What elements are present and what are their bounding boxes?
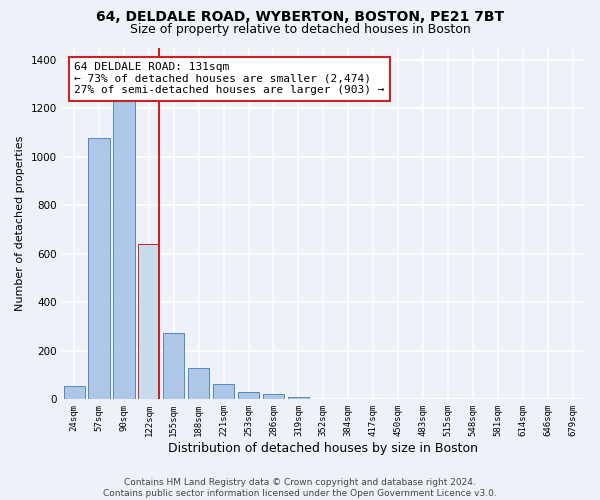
Bar [313, 398, 334, 400]
Text: 64, DELDALE ROAD, WYBERTON, BOSTON, PE21 7BT: 64, DELDALE ROAD, WYBERTON, BOSTON, PE21… [96, 10, 504, 24]
Bar [163, 332, 184, 400]
Text: 64 DELDALE ROAD: 131sqm
← 73% of detached houses are smaller (2,474)
27% of semi: 64 DELDALE ROAD: 131sqm ← 73% of detache… [74, 62, 385, 96]
Bar [113, 79, 134, 400]
Bar [238, 392, 259, 400]
Text: Contains HM Land Registry data © Crown copyright and database right 2024.
Contai: Contains HM Land Registry data © Crown c… [103, 478, 497, 498]
Bar [138, 244, 160, 400]
Bar [64, 386, 85, 400]
Bar [88, 138, 110, 400]
Bar [288, 398, 309, 400]
Text: Size of property relative to detached houses in Boston: Size of property relative to detached ho… [130, 22, 470, 36]
X-axis label: Distribution of detached houses by size in Boston: Distribution of detached houses by size … [169, 442, 478, 455]
Bar [263, 394, 284, 400]
Bar [188, 368, 209, 400]
Bar [213, 384, 234, 400]
Y-axis label: Number of detached properties: Number of detached properties [15, 136, 25, 311]
